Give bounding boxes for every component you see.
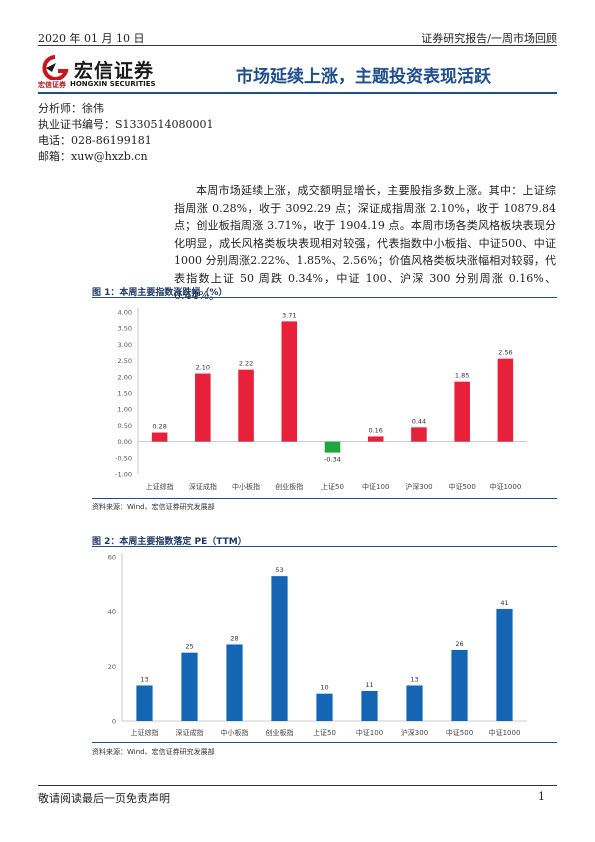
figure2-chart: 60 40 20 0 13 上证综指 25 深证成指 28 中小板指 53 创业板指 10 上证50 11 中…	[108, 553, 527, 737]
data-label: 13	[410, 675, 418, 683]
bar	[281, 321, 298, 442]
figure2-source: 资料来源：Wind、宏信证券研究发展部	[92, 748, 215, 756]
data-label: 2.56	[498, 349, 512, 357]
footer-divider	[38, 785, 557, 786]
data-label: 11	[365, 681, 373, 689]
category-label: 中证500	[448, 482, 475, 491]
category-label: 深证成指	[189, 482, 217, 491]
report-type: 证券研究报告/一周市场回顾	[421, 32, 557, 45]
y-tick-label: 0	[112, 718, 116, 726]
data-label: -0.34	[324, 456, 341, 464]
data-label: 28	[230, 634, 238, 642]
category-label: 上证综指	[146, 482, 174, 491]
data-label: 3.71	[282, 311, 296, 319]
y-tick-label: 3.50	[118, 325, 132, 333]
bar	[181, 652, 198, 721]
data-label: 10	[320, 684, 328, 692]
category-label: 中小板指	[232, 482, 260, 491]
bar	[195, 373, 211, 442]
data-label: 53	[275, 566, 283, 574]
category-label: 中证1000	[489, 728, 521, 737]
summary-paragraph: 本周市场延续上涨，成交额明显增长，主要股指多数上涨。其中：上证综指周涨 0.28…	[174, 184, 556, 302]
category-label: 中证100	[356, 728, 383, 737]
category-label: 中证500	[446, 728, 473, 737]
data-label: 25	[185, 643, 193, 651]
data-label: 0.16	[368, 426, 382, 434]
y-tick-label: 4.00	[118, 309, 132, 317]
bar	[411, 427, 427, 442]
bar	[316, 693, 333, 721]
figure1-source: 资料来源：Wind、宏信证券研究发展部	[92, 503, 215, 511]
category-label: 上证50	[321, 482, 344, 491]
report-title: 市场延续上涨，主题投资表现活跃	[236, 67, 491, 87]
figure2-title: 图 2：本周主要指数落定 PE（TTM）	[92, 537, 247, 547]
bar	[226, 644, 243, 721]
figure1-chart: 4.00 3.50 3.00 2.50 2.00 1.50 1.00 0.50 0.00 -0.5…	[115, 308, 527, 491]
bar	[136, 685, 153, 721]
y-tick-label: 3.00	[118, 341, 132, 349]
bar	[271, 576, 288, 721]
figure1-bottom-rule	[92, 498, 557, 499]
data-label: 1.85	[455, 372, 469, 380]
category-label: 创业板指	[275, 482, 303, 491]
data-label: 0.28	[152, 423, 166, 431]
data-label: 0.44	[412, 417, 426, 425]
report-date: 2020 年 01 月 10 日	[38, 32, 145, 45]
figure1-title: 图 1：本周主要指数涨跌幅（%）	[92, 288, 228, 298]
logo-name: 宏信证券	[74, 60, 155, 82]
category-label: 上证50	[313, 728, 336, 737]
data-label: 2.22	[239, 360, 253, 368]
figure2-top-rule	[92, 546, 557, 547]
title-divider	[38, 92, 557, 94]
logo-sub-en: HONGXIN SECURITIES	[70, 80, 156, 88]
y-tick-label: 60	[108, 554, 116, 562]
bar	[406, 685, 423, 721]
analyst-name: 分析师：徐伟	[38, 102, 104, 115]
header-divider	[38, 45, 557, 46]
y-tick-label: 2.00	[118, 373, 132, 381]
analyst-email: 邮箱：xuw@hxzb.cn	[38, 150, 148, 163]
figure2-bottom-rule	[92, 742, 557, 743]
data-label: 26	[455, 640, 463, 648]
bar	[497, 358, 514, 442]
category-label: 沪深300	[405, 482, 432, 491]
analyst-license: 执业证书编号：S1330514080001	[38, 118, 214, 131]
bar	[361, 690, 378, 721]
bar	[367, 436, 384, 442]
category-label: 上证综指	[131, 728, 159, 737]
y-tick-label: 0.00	[118, 438, 132, 446]
y-tick-label: 1.00	[118, 406, 132, 414]
logo-sub-cn: 宏信证券	[38, 81, 66, 89]
data-label: 13	[140, 675, 148, 683]
bar	[151, 432, 168, 442]
y-tick-label: 20	[108, 663, 116, 671]
bar	[324, 441, 341, 453]
y-tick-label: 0.50	[118, 422, 132, 430]
page-number: 1	[538, 790, 545, 803]
y-tick-label: 2.50	[118, 357, 132, 365]
y-tick-label: 1.50	[118, 390, 132, 398]
category-label: 创业板指	[266, 728, 294, 737]
bar	[496, 608, 513, 721]
analyst-phone: 电话：028-86199181	[38, 134, 152, 147]
data-label: 2.10	[196, 364, 210, 372]
bar	[454, 381, 470, 442]
bar	[238, 369, 254, 442]
category-label: 深证成指	[176, 728, 204, 737]
category-label: 中证1000	[489, 482, 521, 491]
y-tick-label: 40	[108, 608, 116, 616]
hongxin-logo-icon	[42, 55, 69, 80]
category-label: 中证100	[362, 482, 389, 491]
figure1-top-rule	[92, 297, 557, 298]
y-tick-label: -0.50	[115, 454, 132, 462]
category-label: 沪深300	[401, 728, 428, 737]
data-label: 41	[500, 599, 508, 607]
bar	[451, 649, 468, 721]
category-label: 中小板指	[221, 728, 249, 737]
footer-disclaimer: 敬请阅读最后一页免责声明	[38, 792, 170, 805]
y-tick-label: -1.00	[115, 471, 132, 479]
